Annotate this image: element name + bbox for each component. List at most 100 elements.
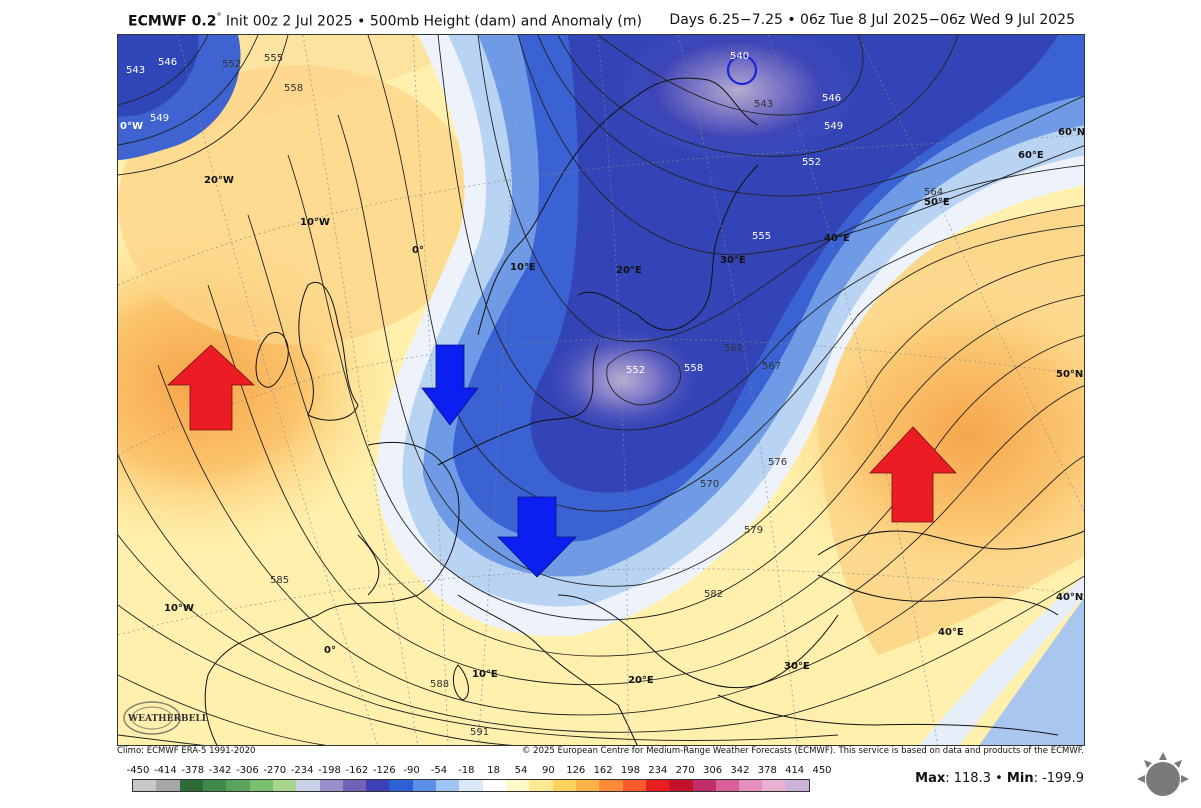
meridian-40e — [767, 35, 939, 745]
colorbar-swatch — [389, 780, 413, 791]
graticule-label: 30°E — [720, 255, 746, 266]
coast-sweden-baltic — [577, 164, 759, 331]
contour-543 — [557, 35, 959, 157]
colorbar-tick-label: 270 — [675, 765, 695, 776]
graticule — [118, 35, 1084, 745]
colorbar-swatch — [319, 780, 343, 791]
colorbar-swatch — [575, 780, 600, 791]
coast-black-sea-north — [817, 530, 1084, 556]
colorbar-swatch — [202, 780, 227, 791]
graticule-label: 40°N — [1056, 592, 1083, 603]
colorbar-tick-label: -270 — [263, 765, 287, 776]
max-label: Max — [915, 771, 946, 786]
contour-label: 567 — [762, 361, 781, 372]
colorbar-swatch — [599, 780, 623, 791]
ridge-arrow-russia — [869, 426, 957, 523]
contour-582 — [118, 534, 839, 741]
contour-label: 558 — [284, 83, 303, 94]
colorbar-tick-label: -414 — [154, 765, 177, 776]
colorbar-tick-label: 198 — [620, 765, 641, 776]
colorbar-tick-label: -162 — [345, 765, 369, 776]
low-center-marker — [726, 54, 758, 86]
contour-label: 564 — [924, 187, 943, 198]
graticule-label: 40°E — [938, 627, 964, 638]
colorbar-tick-label: 378 — [757, 765, 777, 776]
coast-france-iberia — [204, 441, 460, 745]
parallel-50n — [118, 338, 1084, 456]
contour-585 — [118, 604, 513, 745]
colorbar-swatch — [249, 780, 273, 791]
degree-mark: ° — [216, 12, 222, 23]
meridian-0 — [412, 35, 449, 745]
colorbar-tick-label: 18 — [487, 765, 501, 776]
colorbar-tick-label: 126 — [566, 765, 586, 776]
colorbar-tick-label: -378 — [181, 765, 205, 776]
colorbar-swatch — [366, 780, 390, 791]
colorbar-tick-label: -126 — [372, 765, 396, 776]
contour-561 — [337, 114, 1084, 587]
colorbar-swatch — [692, 780, 716, 791]
contour-label: 549 — [824, 121, 843, 132]
contour-588 — [118, 674, 327, 745]
coastlines — [204, 77, 1084, 745]
colorbar-swatch — [482, 780, 506, 791]
meridian-10e — [477, 35, 514, 745]
contour-564 — [287, 154, 1084, 621]
contour-555 — [437, 35, 1084, 431]
init-description: Init 00z 2 Jul 2025 • 500mb Height (dam)… — [221, 13, 642, 30]
trough-arrow-north-sea — [421, 344, 479, 426]
min-label: Min — [1006, 771, 1034, 786]
graticule-label: 20°W — [204, 175, 234, 186]
contour-549-north — [517, 35, 1084, 256]
colorbar-swatch — [552, 780, 576, 791]
colorbar-swatch — [645, 780, 670, 791]
colorbar-labels: -450 -414 -378 -342 -306 -270 -234 -198 -162 -126… — [118, 765, 832, 779]
colorbar-swatch — [739, 780, 763, 791]
colorbar-tick-label: -90 — [403, 765, 420, 776]
colorbar-tick-label: 162 — [593, 765, 613, 776]
contour-label: 546 — [158, 57, 177, 68]
contour-label: 555 — [264, 53, 283, 64]
contour-552-closed — [606, 349, 681, 406]
colorbar-tick-label: 450 — [812, 765, 832, 776]
colorbar-swatch — [296, 780, 320, 791]
map-svg: 543 546 549 552 555 558 540 543 546 549 … — [118, 35, 1084, 745]
contour-label: 576 — [768, 457, 787, 468]
weatherbell-logo: WEATHERBELL — [123, 701, 209, 735]
copyright-note: © 2025 European Centre for Medium-Range … — [521, 746, 1084, 756]
contour-558 — [367, 35, 1084, 512]
contour-labels: 543 546 549 552 555 558 540 543 546 549 … — [126, 51, 943, 738]
colorbar-swatch — [179, 780, 203, 791]
graticule-label: 20°E — [616, 265, 642, 276]
stats-separator: • — [990, 771, 1007, 786]
model-name: ECMWF 0.2 — [128, 13, 217, 30]
theme-toggle-icon[interactable] — [1136, 750, 1190, 804]
contour-570 — [207, 284, 1084, 686]
cold-low-central-europe — [543, 325, 703, 435]
graticule-label: 0° — [412, 245, 424, 256]
coast-bay-of-biscay — [357, 534, 380, 596]
max-value: : 118.3 — [945, 771, 991, 786]
graticule-label: 10°E — [510, 262, 536, 273]
colorbar-tick-label: -54 — [430, 765, 448, 776]
coast-adriatic-balkans — [557, 594, 839, 689]
cold-low-barents — [618, 35, 858, 160]
colorbar-swatch — [272, 780, 297, 791]
contour-label: 546 — [822, 93, 841, 104]
graticule-label: 10°W — [164, 603, 194, 614]
contour-label: 552 — [222, 59, 241, 70]
colorbar-swatch — [506, 780, 530, 791]
contour-label: 582 — [704, 589, 723, 600]
warm-anomaly-russia — [768, 265, 1084, 605]
meridian-10w — [302, 35, 419, 745]
contour-label: 561 — [724, 343, 743, 354]
contour-label: 552 — [802, 157, 821, 168]
colorbar-tick-label: 414 — [785, 765, 805, 776]
colorbar-swatch — [529, 780, 553, 791]
colorbar-swatch — [785, 780, 810, 791]
graticule-label: 0° — [324, 645, 336, 656]
colorbar-tick-label: -450 — [126, 765, 150, 776]
contour-label: 543 — [754, 99, 773, 110]
colorbar — [132, 779, 810, 792]
graticule-label: 30°E — [784, 661, 810, 672]
